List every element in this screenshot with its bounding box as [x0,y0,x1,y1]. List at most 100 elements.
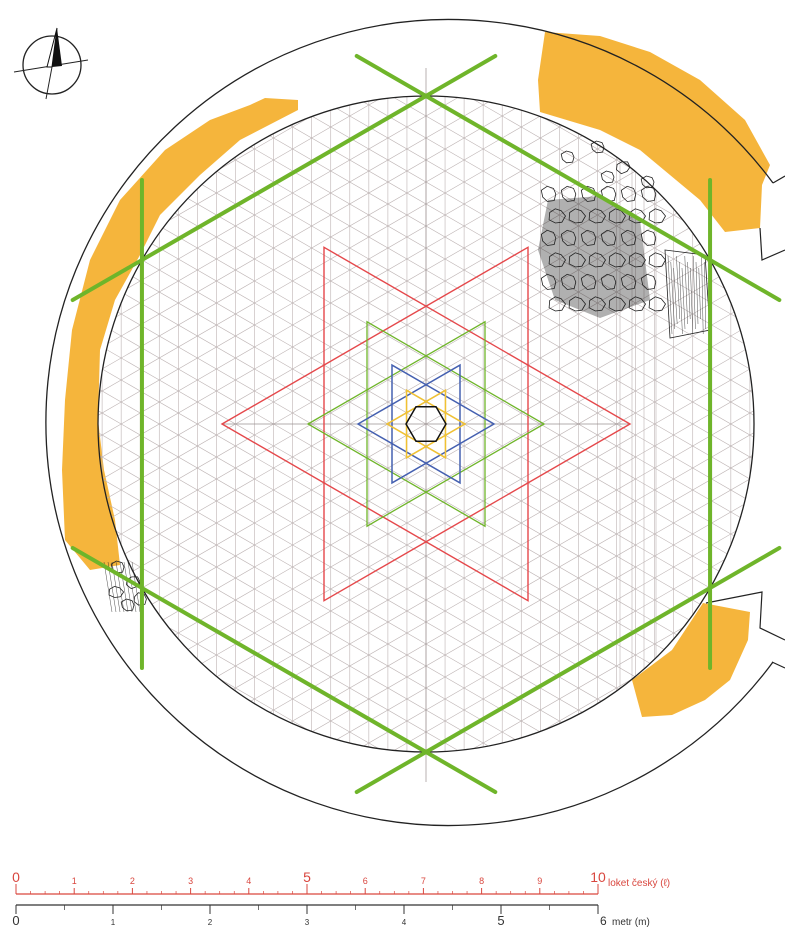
grid-line [98,359,672,720]
grid-line [98,309,700,671]
grid-line [98,392,653,752]
grid-line [98,96,567,308]
construction-hexagon [70,54,782,794]
grid-line [199,392,754,752]
green-hexagram-triangle-a [306,320,486,528]
stone-hatch [684,255,688,325]
loket-tick-label: 2 [130,876,135,886]
stone-block [640,229,657,246]
metr-tick-label: 2 [208,918,213,927]
grid-line [218,425,754,752]
stone-block [600,273,617,290]
loket-tick-label: 9 [537,876,542,886]
grid-line [98,425,634,752]
loket-unit-label: loket český (ℓ) [608,878,670,889]
stone-block [548,208,566,224]
stone-block [640,185,657,202]
stone-block [560,185,577,202]
stone-block [560,273,577,290]
grid-line [98,96,653,456]
loket-tick-label: 5 [303,869,311,885]
green-hexagram-triangle-b [366,320,546,528]
stone-hatch [695,261,699,325]
grid-line [98,408,643,752]
grid-line [98,342,681,704]
hexagon-side-line [70,54,498,302]
stone-block [548,252,566,268]
compass-needle-dark [52,28,62,67]
stone-hatch [681,267,686,330]
red-hexagram-triangle-b [323,246,632,602]
stone-block [648,208,666,224]
stone-block [608,252,626,268]
centre-axis-lines [222,68,630,782]
stone-block [608,296,626,312]
stone-masonry-drawings [103,140,711,613]
grid-line [142,194,754,555]
stone-hatch [667,255,673,335]
stone-hatch [670,261,675,330]
grid-line [98,96,576,324]
nested-hexagrams [220,246,632,602]
stone-block [108,585,125,598]
blue-hexagram-triangle-b [391,363,496,485]
stone-block [640,175,655,189]
grid-line [161,326,754,687]
stone-block [616,161,631,175]
metr-tick-label: 4 [402,918,407,927]
grid-line [152,177,754,539]
stone-hatch [687,261,691,320]
metr-tick-label: 3 [305,918,310,927]
stone-hatch [131,561,141,613]
stone-dark-area [538,196,650,318]
masonry-remnant-bottom-right [632,603,750,717]
stone-block [580,185,597,202]
scale-bar-loket: 0 1 2 3 4 5 6 7 8 9 10 loket český (ℓ) [12,869,670,895]
stone-block [568,252,586,268]
red-hexagram-triangle-a [220,246,529,602]
stone-block [590,140,605,154]
stone-block [580,273,597,290]
grid-line [237,96,754,390]
stone-hatch [115,561,125,613]
stone-hatch [701,255,704,335]
grid-line [180,359,754,720]
metr-unit-label: metr (m) [612,917,650,928]
stone-hatch [103,561,113,613]
stone-block [580,229,597,246]
loket-tick-label: 7 [421,876,426,886]
stone-block [568,208,586,224]
stone-block [540,185,557,202]
grid-line [266,96,754,341]
stone-block [560,229,577,246]
grid-line [180,128,754,489]
stone-block [620,185,637,202]
stone-block [648,252,666,268]
metr-tick-label: 1 [111,918,116,927]
grid-line [276,96,754,324]
stone-hatch [676,255,680,320]
stone-block [560,150,575,164]
stone-hatch [704,261,706,330]
grid-line [98,524,576,752]
stone-block [628,252,646,268]
stone-block [600,229,617,246]
stone-block [568,296,586,312]
grid-line [98,474,605,752]
metr-tick-label: 0 [12,913,19,928]
metr-tick-label: 6 [600,914,607,928]
stone-block [548,296,566,312]
grid-line [171,144,754,506]
grid-line [209,408,754,752]
stone-block [588,252,606,268]
stone-block [600,170,615,184]
grid-line [237,458,754,752]
grid-line [98,128,672,489]
grid-line [218,96,754,423]
grid-line [98,96,634,423]
compass-tail [45,66,53,100]
stone-block [588,208,606,224]
stone-block [648,296,666,312]
stone-block [640,273,657,290]
stone-hatch [119,561,129,613]
